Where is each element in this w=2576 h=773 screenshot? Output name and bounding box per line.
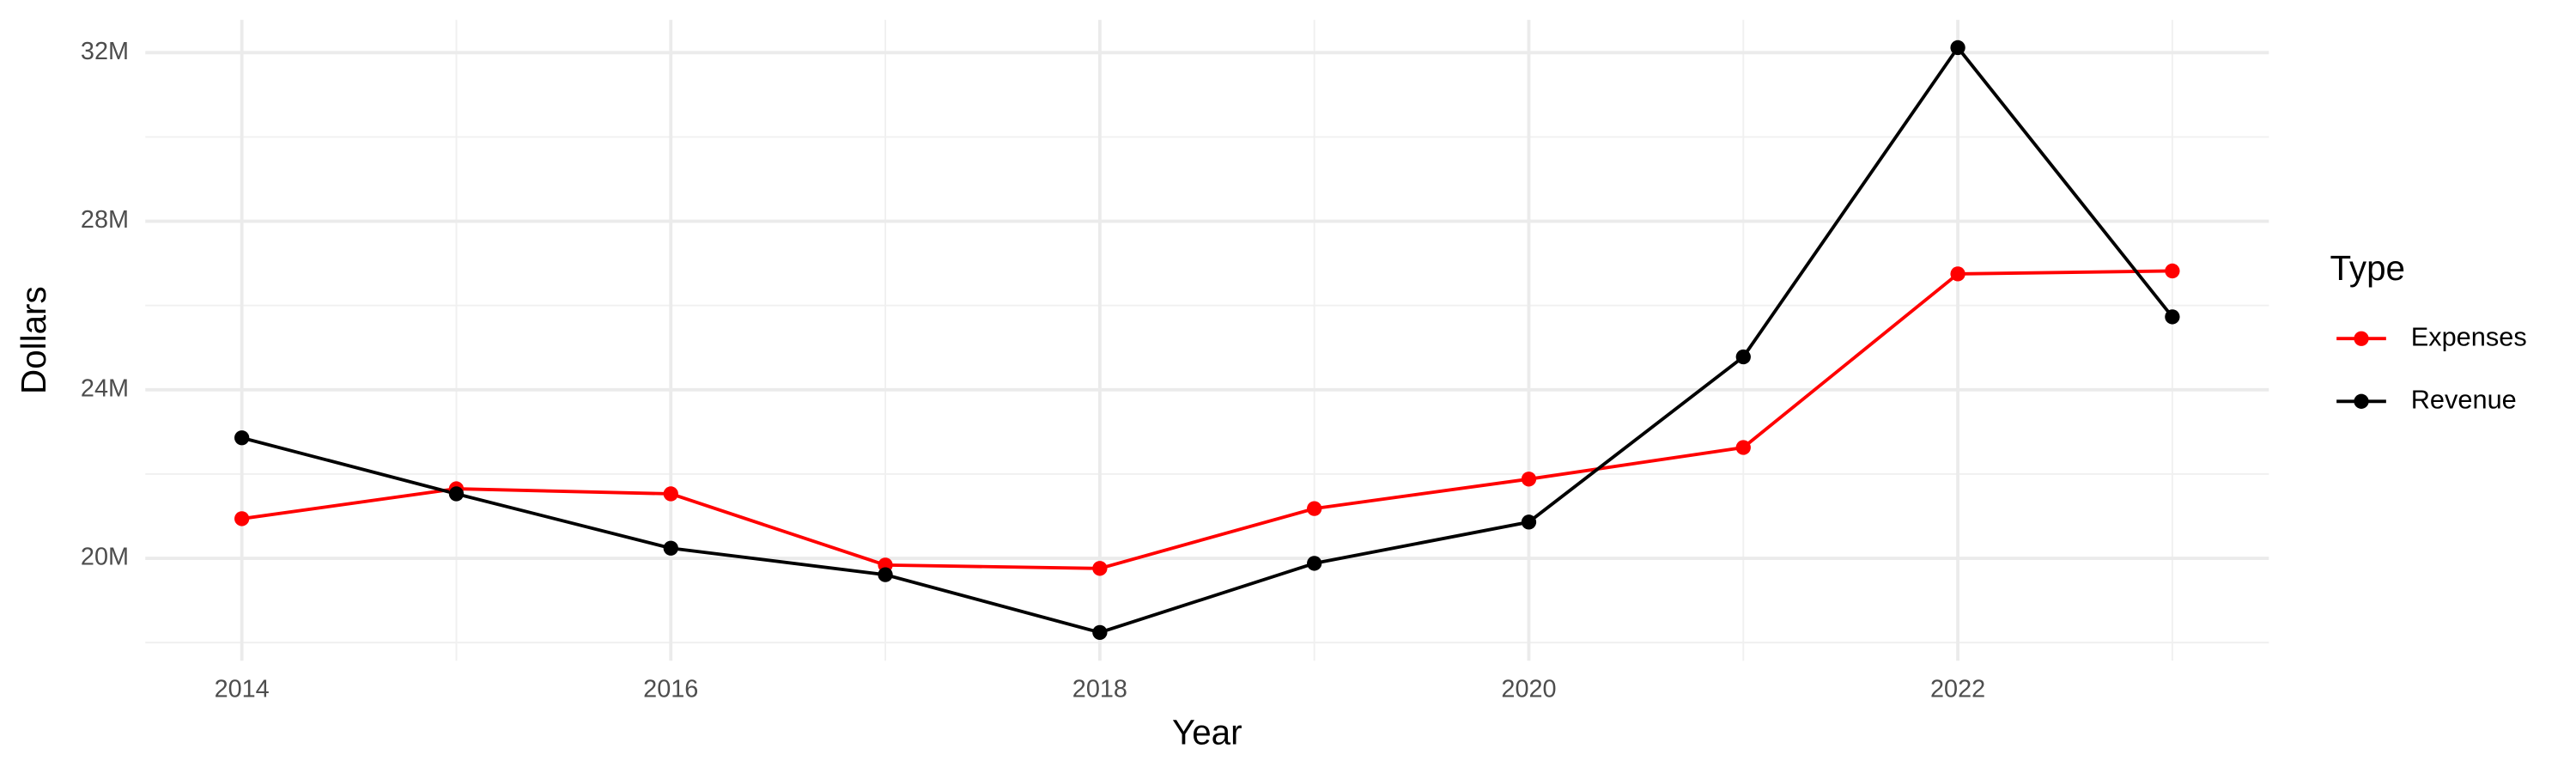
data-point — [1521, 514, 1537, 530]
data-point — [2165, 309, 2180, 325]
data-point — [234, 430, 250, 446]
data-point — [234, 511, 250, 526]
data-point — [1092, 561, 1108, 576]
grid — [145, 20, 2269, 661]
data-point — [1092, 624, 1108, 641]
y-tick-label: 28M — [81, 206, 129, 234]
series-line — [241, 45, 2174, 635]
data-point — [448, 486, 465, 502]
data-point — [2165, 263, 2180, 279]
data-point — [1950, 266, 1965, 282]
data-point — [1735, 440, 1751, 455]
data-point — [1735, 349, 1751, 365]
legend-label: Revenue — [2411, 384, 2517, 414]
y-tick-label: 24M — [81, 374, 129, 402]
data-point — [878, 567, 893, 582]
x-tick-label: 2018 — [1072, 675, 1127, 703]
x-axis-title: Year — [1172, 712, 1242, 752]
data-point — [1307, 501, 1322, 516]
data-point — [663, 486, 678, 502]
legend-label: Expenses — [2411, 321, 2527, 351]
series-line — [241, 269, 2172, 570]
y-tick-label: 20M — [81, 544, 129, 571]
plot-marks — [234, 40, 2180, 641]
data-point — [663, 540, 678, 556]
data-point — [1950, 40, 1965, 56]
legend-key-point — [2354, 331, 2369, 346]
x-tick-label: 2022 — [1930, 675, 1985, 703]
data-point — [1307, 556, 1322, 571]
y-axis-title: Dollars — [14, 286, 53, 394]
x-tick-label: 2014 — [215, 675, 270, 703]
x-tick-label: 2020 — [1501, 675, 1556, 703]
legend-title: Type — [2330, 248, 2405, 288]
legend: Type Expenses Revenue — [2330, 248, 2526, 414]
legend-key-point — [2354, 393, 2369, 409]
y-tick-label: 32M — [81, 38, 129, 65]
x-tick-label: 2016 — [643, 675, 698, 703]
data-point — [1521, 472, 1537, 487]
